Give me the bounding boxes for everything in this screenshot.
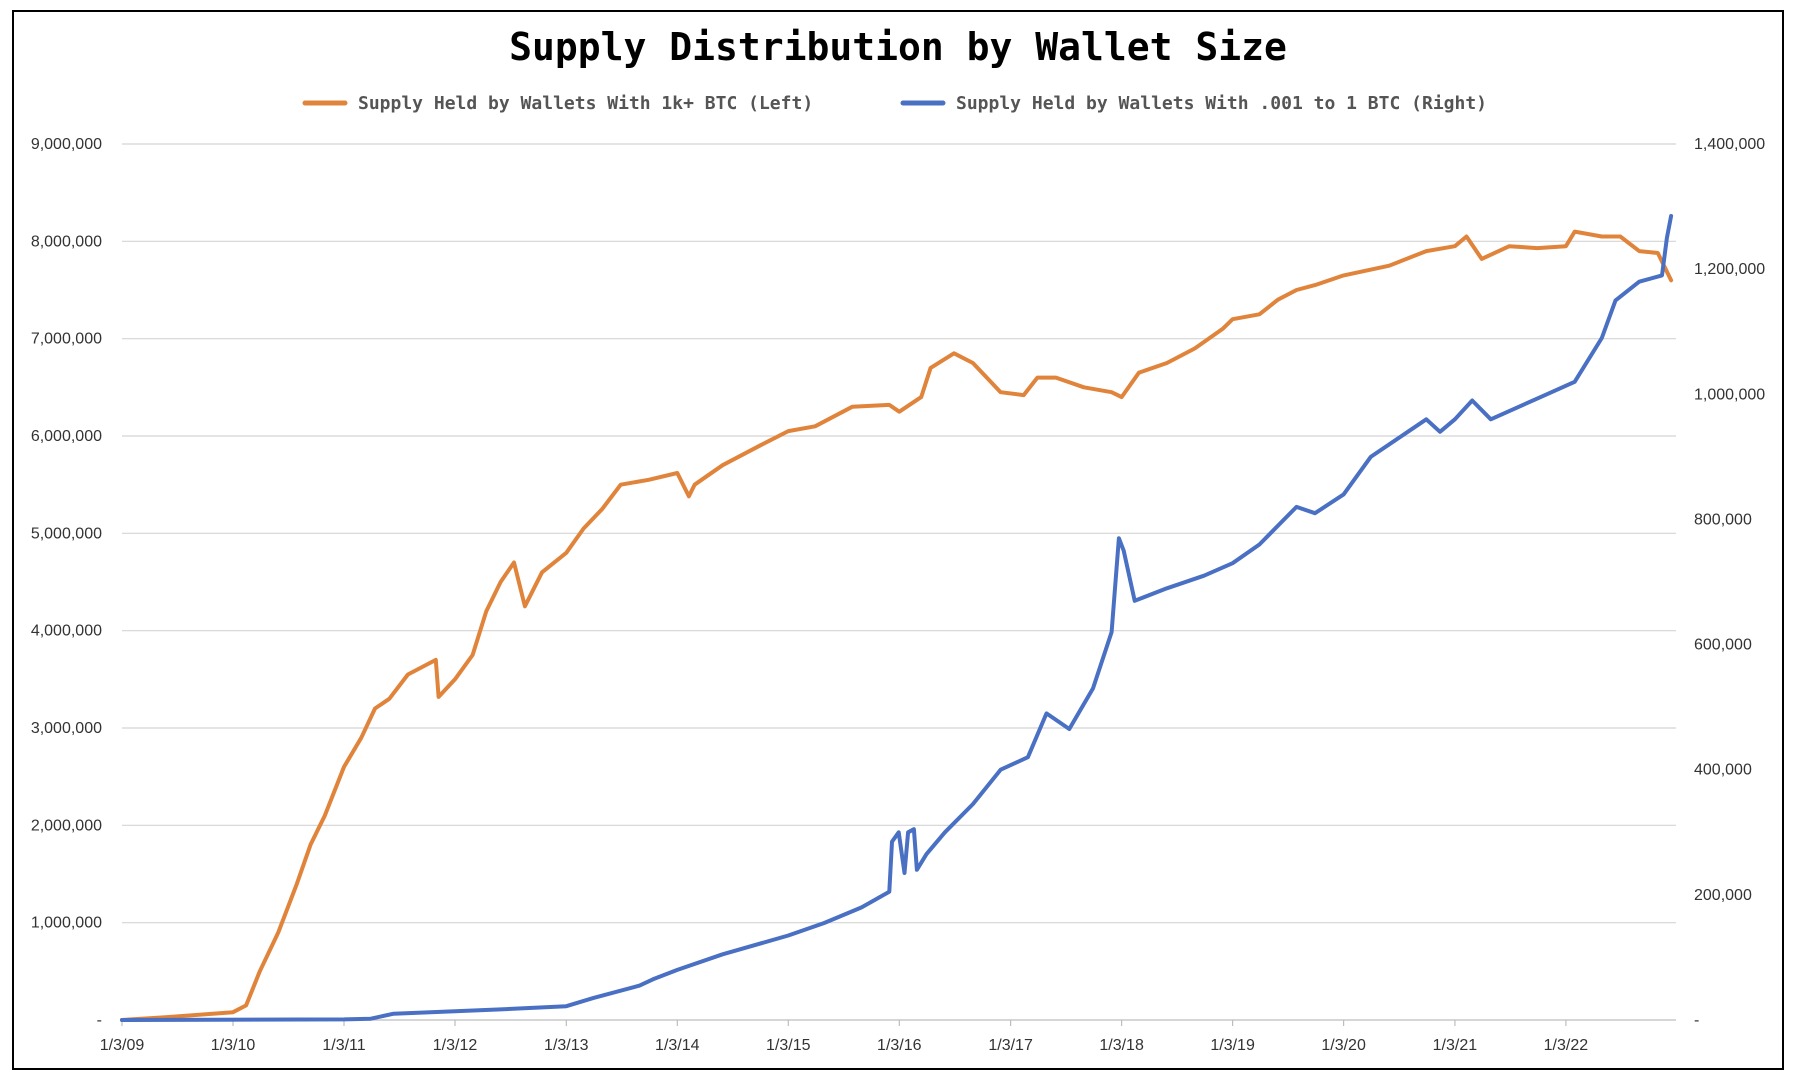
x-tick-label: 1/3/20 bbox=[1321, 1037, 1366, 1054]
series bbox=[120, 214, 1674, 1022]
y-right-tick-label: 1,200,000 bbox=[1694, 261, 1765, 278]
chart-title: Supply Distribution by Wallet Size bbox=[509, 25, 1287, 69]
x-axis: 1/3/09 1/3/10 1/3/11 1/3/12 1/3/13 1/3/14 1/3/… bbox=[100, 1020, 1588, 1054]
y-left-tick-label: 1,000,000 bbox=[31, 915, 102, 932]
y-axis-left: - 1,000,000 2,000,000 3,000,000 4,000,000 5,0… bbox=[31, 136, 102, 1029]
x-tick-label: 1/3/18 bbox=[1099, 1037, 1144, 1054]
y-left-tick-label: 8,000,000 bbox=[31, 233, 102, 250]
y-right-tick-label: 600,000 bbox=[1694, 637, 1752, 654]
y-right-tick-label: 200,000 bbox=[1694, 887, 1752, 904]
chart-frame bbox=[12, 10, 1784, 1070]
legend-label-right: Supply Held by Wallets With .001 to 1 BT… bbox=[956, 93, 1487, 114]
x-tick-label: 1/3/16 bbox=[877, 1037, 922, 1054]
gridlines bbox=[122, 143, 1676, 1021]
x-tick-label: 1/3/15 bbox=[766, 1037, 811, 1054]
x-tick-label: 1/3/21 bbox=[1433, 1037, 1478, 1054]
x-tick-label: 1/3/09 bbox=[100, 1037, 145, 1054]
legend: Supply Held by Wallets With 1k+ BTC (Lef… bbox=[302, 93, 1487, 114]
legend-label-left: Supply Held by Wallets With 1k+ BTC (Lef… bbox=[358, 93, 813, 114]
y-left-tick-label: 4,000,000 bbox=[31, 623, 102, 640]
y-left-tick-label: 5,000,000 bbox=[31, 525, 102, 542]
x-tick-label: 1/3/10 bbox=[211, 1037, 256, 1054]
y-left-tick-label: 7,000,000 bbox=[31, 331, 102, 348]
x-tick-label: 1/3/19 bbox=[1210, 1037, 1255, 1054]
y-left-tick-label: 6,000,000 bbox=[31, 428, 102, 445]
y-right-tick-label: - bbox=[1694, 1012, 1699, 1029]
series-line-1k-plus bbox=[120, 229, 1674, 1022]
x-tick-label: 1/3/14 bbox=[655, 1037, 700, 1054]
y-left-tick-label: 3,000,000 bbox=[31, 720, 102, 737]
x-tick-label: 1/3/13 bbox=[544, 1037, 589, 1054]
y-right-tick-label: 1,400,000 bbox=[1694, 136, 1765, 153]
y-right-tick-label: 800,000 bbox=[1694, 511, 1752, 528]
y-left-tick-label: 9,000,000 bbox=[31, 136, 102, 153]
x-tick-label: 1/3/11 bbox=[322, 1037, 365, 1054]
y-right-tick-label: 1,000,000 bbox=[1694, 386, 1765, 403]
x-tick-label: 1/3/17 bbox=[988, 1037, 1033, 1054]
x-tick-label: 1/3/12 bbox=[433, 1037, 478, 1054]
series-line-001-to-1 bbox=[120, 214, 1674, 1022]
y-axis-right: - 200,000 400,000 600,000 800,000 1,000,000 1,… bbox=[1694, 136, 1765, 1029]
y-left-tick-label: 2,000,000 bbox=[31, 817, 102, 834]
y-left-tick-label: - bbox=[97, 1012, 102, 1029]
x-tick-label: 1/3/22 bbox=[1544, 1037, 1589, 1054]
y-right-tick-label: 400,000 bbox=[1694, 762, 1752, 779]
